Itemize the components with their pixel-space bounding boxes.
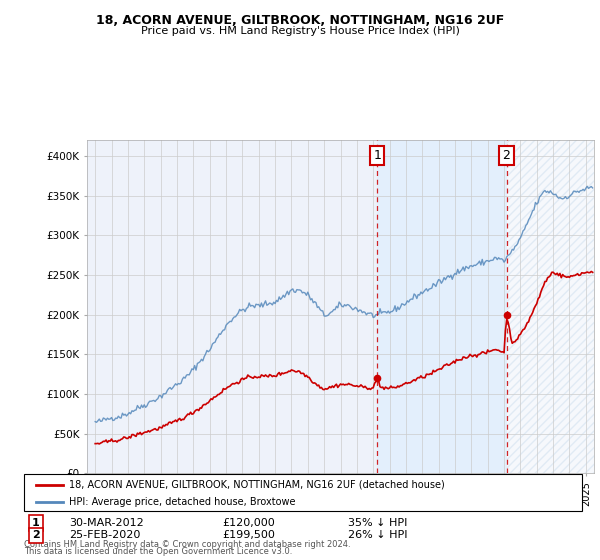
Text: £120,000: £120,000 [222, 518, 275, 528]
Text: 1: 1 [373, 150, 381, 162]
Text: This data is licensed under the Open Government Licence v3.0.: This data is licensed under the Open Gov… [24, 548, 292, 557]
Text: Price paid vs. HM Land Registry's House Price Index (HPI): Price paid vs. HM Land Registry's House … [140, 26, 460, 36]
Text: 18, ACORN AVENUE, GILTBROOK, NOTTINGHAM, NG16 2UF (detached house): 18, ACORN AVENUE, GILTBROOK, NOTTINGHAM,… [69, 479, 445, 489]
Text: 2: 2 [503, 150, 511, 162]
Text: 26% ↓ HPI: 26% ↓ HPI [348, 530, 407, 540]
Text: 30-MAR-2012: 30-MAR-2012 [69, 518, 144, 528]
Text: £199,500: £199,500 [222, 530, 275, 540]
Text: 35% ↓ HPI: 35% ↓ HPI [348, 518, 407, 528]
Text: 18, ACORN AVENUE, GILTBROOK, NOTTINGHAM, NG16 2UF: 18, ACORN AVENUE, GILTBROOK, NOTTINGHAM,… [96, 14, 504, 27]
Text: 25-FEB-2020: 25-FEB-2020 [69, 530, 140, 540]
Text: HPI: Average price, detached house, Broxtowe: HPI: Average price, detached house, Brox… [69, 497, 296, 507]
Bar [506, 140, 594, 473]
Text: 1: 1 [32, 518, 40, 528]
Text: 2: 2 [32, 530, 40, 540]
Bar [377, 140, 506, 473]
Text: Contains HM Land Registry data © Crown copyright and database right 2024.: Contains HM Land Registry data © Crown c… [24, 540, 350, 549]
